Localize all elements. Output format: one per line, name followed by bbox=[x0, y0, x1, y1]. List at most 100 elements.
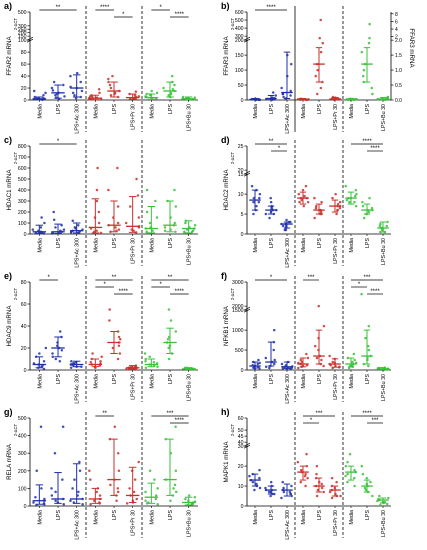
data-point bbox=[297, 192, 301, 196]
data-point bbox=[137, 216, 141, 219]
y-tick-label: 45 bbox=[238, 434, 244, 440]
data-point bbox=[264, 486, 267, 490]
data-point bbox=[269, 494, 272, 498]
data-point bbox=[107, 188, 110, 192]
data-point bbox=[281, 480, 284, 484]
x-tick-label: LPS+Bu 30 bbox=[187, 374, 193, 401]
data-point bbox=[74, 96, 78, 100]
y-tick-label: 80 bbox=[21, 50, 27, 56]
data-point bbox=[344, 474, 347, 478]
data-point bbox=[267, 490, 271, 494]
data-point bbox=[116, 205, 120, 208]
data-point bbox=[69, 499, 72, 502]
x-tick-label: LPS bbox=[317, 238, 323, 248]
data-point bbox=[299, 468, 303, 472]
panel-6: g) 0 100 200 300 400 500 RELA mRNA 2-ΔCT Media LPS… bbox=[4, 407, 198, 540]
y-tick-label: 0 bbox=[24, 232, 27, 238]
data-point bbox=[39, 425, 43, 429]
data-point bbox=[353, 200, 356, 204]
data-point bbox=[363, 486, 367, 490]
data-point bbox=[52, 218, 56, 221]
data-point bbox=[40, 216, 43, 219]
data-point bbox=[282, 490, 286, 494]
data-point bbox=[361, 204, 365, 208]
significance-label: **** bbox=[175, 418, 185, 424]
significance-label: **** bbox=[362, 411, 372, 417]
data-point bbox=[79, 95, 83, 99]
data-point bbox=[144, 357, 147, 361]
data-point bbox=[367, 364, 370, 368]
data-point bbox=[135, 177, 138, 181]
significance-label: * bbox=[278, 146, 281, 152]
data-point bbox=[353, 476, 356, 480]
significance-label: **** bbox=[370, 289, 380, 295]
data-point bbox=[116, 357, 120, 361]
y-tick-label: 20 bbox=[238, 168, 244, 174]
x-tick-label: LPS+Ac 300 bbox=[285, 510, 291, 540]
data-point bbox=[281, 92, 285, 96]
x-tick-label: Media bbox=[149, 374, 155, 388]
panel-letter: d) bbox=[221, 135, 230, 145]
x-tick-label: LPS+Pr 30 bbox=[131, 510, 137, 536]
data-point bbox=[116, 221, 120, 225]
significance-label: * bbox=[159, 5, 162, 11]
y-tick-label: 30 bbox=[238, 444, 244, 450]
data-point bbox=[155, 216, 159, 219]
y-tick-label: 700 bbox=[18, 155, 27, 161]
data-point bbox=[280, 362, 284, 366]
data-point bbox=[144, 359, 147, 363]
y2-tick-label: 2.0 bbox=[395, 38, 402, 44]
significance-label: **** bbox=[100, 5, 110, 11]
data-point bbox=[347, 366, 351, 370]
data-point bbox=[268, 216, 271, 220]
data-point bbox=[282, 486, 285, 490]
significance-label: * bbox=[270, 275, 273, 281]
data-point bbox=[319, 210, 323, 214]
data-point bbox=[355, 192, 358, 196]
data-point bbox=[156, 365, 159, 368]
data-point bbox=[174, 425, 177, 429]
x-tick-label: LPS bbox=[317, 374, 323, 384]
x-tick-label: Media bbox=[93, 238, 99, 252]
data-point bbox=[354, 188, 358, 192]
data-point bbox=[301, 188, 305, 192]
data-point bbox=[117, 228, 121, 231]
data-point bbox=[255, 204, 258, 208]
axis-break-mark bbox=[243, 170, 251, 175]
data-point bbox=[322, 324, 326, 328]
y-axis-label-superscript: 2-ΔCT bbox=[13, 424, 18, 437]
data-point bbox=[134, 90, 138, 93]
data-point bbox=[379, 222, 382, 226]
data-point bbox=[187, 494, 191, 497]
data-point bbox=[163, 226, 167, 229]
data-point bbox=[346, 480, 349, 484]
data-point bbox=[95, 188, 99, 192]
data-point bbox=[108, 308, 111, 311]
data-point bbox=[379, 503, 382, 507]
x-tick-label: Media bbox=[349, 510, 355, 524]
significance-label: * bbox=[358, 282, 361, 288]
data-point bbox=[370, 206, 374, 210]
data-point bbox=[91, 352, 94, 355]
significance-label: ** bbox=[269, 139, 274, 145]
y-tick-label: 0 bbox=[241, 504, 244, 510]
x-tick-label: LPS+Ac 300 bbox=[75, 238, 81, 268]
significance-label: ** bbox=[168, 275, 173, 281]
data-point bbox=[258, 192, 262, 196]
y-tick-label: 500 bbox=[235, 348, 244, 354]
significance-label: **** bbox=[370, 146, 380, 152]
panel-letter: e) bbox=[4, 271, 12, 281]
data-point bbox=[78, 469, 82, 473]
data-point bbox=[346, 460, 349, 464]
y2-tick-label: 2 bbox=[395, 35, 398, 41]
data-point bbox=[95, 199, 99, 203]
x-tick-label: Media bbox=[301, 104, 307, 118]
y-axis-label: FFAR2 mRNA bbox=[6, 36, 13, 76]
data-point bbox=[113, 425, 117, 429]
data-point bbox=[258, 476, 261, 480]
data-point bbox=[144, 366, 148, 370]
data-point bbox=[54, 499, 57, 502]
y-tick-label: 10 bbox=[238, 484, 244, 490]
